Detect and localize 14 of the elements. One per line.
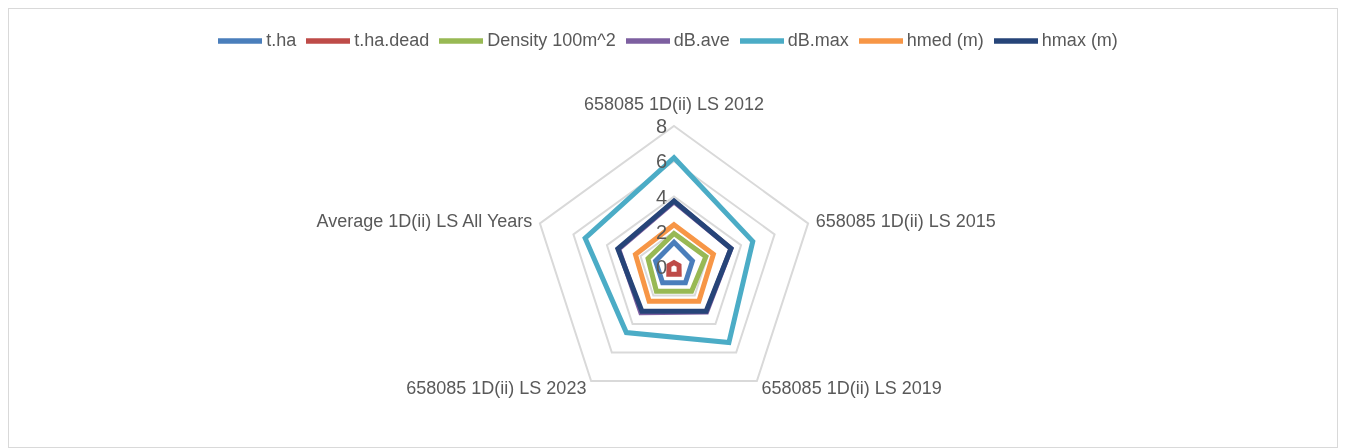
- legend-label: Density 100m^2: [487, 29, 616, 50]
- spoke-label: 658085 1D(ii) LS 2023: [406, 377, 587, 398]
- legend-label: t.ha.dead: [354, 29, 430, 50]
- legend-label: hmed (m): [906, 29, 984, 50]
- legend-label: dB.ave: [673, 29, 730, 50]
- y-tick-label: 4: [655, 185, 667, 208]
- y-tick-label: 8: [655, 115, 667, 137]
- spoke-label: 658085 1D(ii) LS 2015: [815, 210, 996, 231]
- spoke-label: 658085 1D(ii) LS 2012: [583, 94, 765, 114]
- legend-label: hmax (m): [1041, 29, 1118, 50]
- spoke-label: 658085 1D(ii) LS 2019: [761, 377, 942, 398]
- spoke-label: Average 1D(ii) LS All Years: [316, 210, 533, 231]
- legend-label: t.ha: [266, 29, 297, 50]
- legend-label: dB.max: [787, 29, 849, 50]
